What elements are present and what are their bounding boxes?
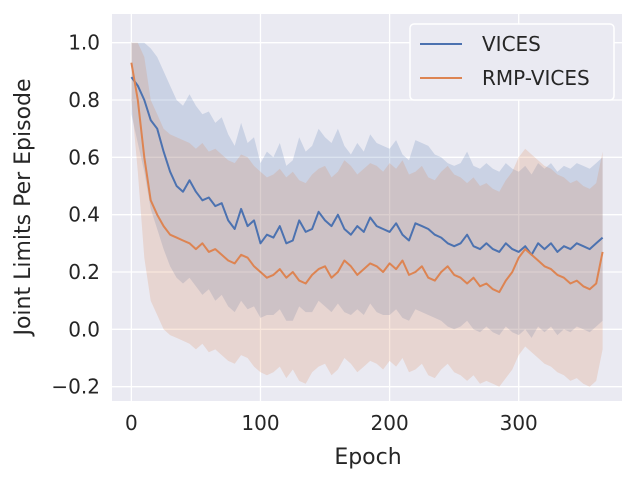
- x-tick-label: 0: [125, 411, 138, 435]
- series-line-vices: [130, 76, 604, 256]
- x-tick-label: 200: [371, 411, 409, 435]
- legend-label-vices: VICES: [482, 32, 541, 56]
- y-tick-label: 0.2: [68, 260, 100, 284]
- y-tick-label: 1.0: [68, 31, 100, 55]
- y-tick-label: 0.6: [68, 145, 100, 169]
- x-tick-label: 300: [500, 411, 538, 435]
- confidence-bands: [131, 42, 603, 387]
- y-tick-label: −0.2: [51, 375, 100, 399]
- band-rmp-vices: [131, 42, 603, 387]
- x-tick-labels: 0 100 200 300: [125, 411, 538, 435]
- y-tick-labels: −0.2 0.0 0.2 0.4 0.6 0.8 1.0: [51, 31, 100, 399]
- band-vices: [131, 42, 603, 338]
- y-axis-title: Joint Limits Per Episode: [11, 78, 36, 337]
- x-tick-label: 100: [241, 411, 279, 435]
- y-tick-label: 0.4: [68, 203, 100, 227]
- legend-label-rmp-vices: RMP-VICES: [482, 66, 590, 90]
- y-tick-label: 0.8: [68, 88, 100, 112]
- series-line-rmp-vices: [130, 62, 604, 294]
- x-axis-title: Epoch: [334, 445, 401, 470]
- legend: VICES RMP-VICES: [409, 23, 615, 101]
- series-lines: [130, 62, 604, 294]
- y-tick-label: 0.0: [68, 317, 100, 341]
